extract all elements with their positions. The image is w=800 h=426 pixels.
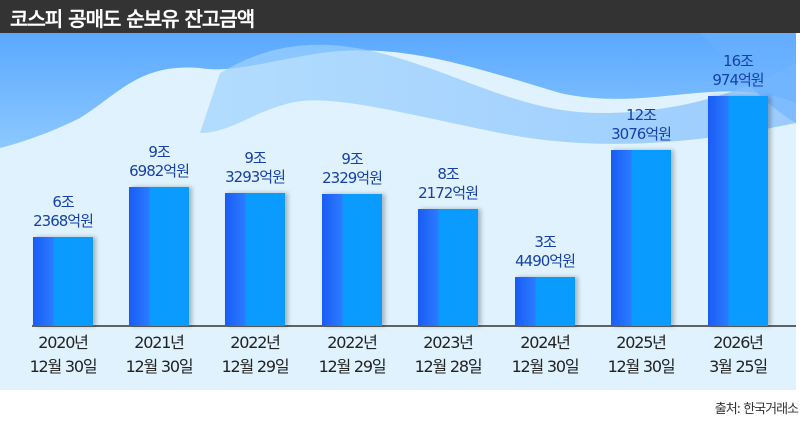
x-tick-line: 12월 30일: [125, 357, 194, 376]
data-label-line: 3293억원: [225, 167, 286, 186]
data-label: 9조 2329억원: [297, 150, 407, 188]
data-label-line: 9조: [148, 143, 170, 162]
bar: [129, 187, 189, 326]
data-label: 16조 974억원: [683, 52, 793, 90]
x-tick-line: 2020년: [38, 333, 89, 352]
x-tick-label: 2022년 12월 29일: [297, 331, 407, 379]
data-label: 6조 2368억원: [8, 193, 118, 231]
x-tick-line: 2026년: [713, 333, 764, 352]
data-label-line: 16조: [723, 52, 754, 70]
data-label-line: 2329억원: [322, 169, 383, 188]
x-tick-line: 12월 29일: [221, 357, 290, 376]
bar: [708, 96, 768, 326]
data-label-line: 2172억원: [418, 183, 479, 202]
data-label-line: 974억원: [712, 71, 764, 89]
x-tick-label: 2025년 12월 30일: [586, 331, 696, 379]
x-tick-label: 2021년 12월 30일: [104, 331, 214, 379]
data-label-line: 2368억원: [33, 211, 94, 230]
data-label-line: 4490억원: [515, 251, 576, 270]
x-tick-line: 12월 30일: [607, 357, 676, 376]
header-bar: 코스피 공매도 순보유 잔고금액: [0, 0, 800, 33]
x-tick-label: 2024년 12월 30일: [490, 331, 600, 379]
bar: [322, 194, 382, 326]
data-label-line: 3조: [534, 232, 556, 251]
x-tick-label: 2020년 12월 30일: [8, 331, 118, 379]
source-note: 출처: 한국거래소: [714, 402, 799, 417]
data-label: 8조 2172억원: [393, 165, 503, 203]
x-tick-line: 3월 25일: [709, 357, 768, 376]
x-tick-line: 2022년: [327, 333, 378, 352]
data-label: 9조 3293억원: [200, 149, 310, 187]
x-tick-line: 12월 29일: [318, 357, 387, 376]
x-tick-label: 2022년 12월 29일: [200, 331, 310, 379]
data-label-line: 9조: [244, 148, 266, 167]
x-tick-line: 2025년: [616, 333, 667, 352]
x-tick-line: 12월 28일: [414, 357, 483, 376]
data-label-line: 9조: [341, 150, 363, 169]
bar: [515, 276, 575, 326]
data-label: 9조 6982억원: [104, 143, 214, 181]
x-tick-line: 12월 30일: [511, 357, 580, 376]
data-label-line: 6조: [52, 192, 74, 211]
data-label-line: 8조: [437, 164, 459, 183]
x-tick-line: 2021년: [134, 333, 185, 352]
chart-area: 6조 2368억원 2020년 12월 30일 9조 6982억원 2021년 12월 30일…: [0, 33, 796, 390]
bar: [611, 150, 671, 326]
page-title: 코스피 공매도 순보유 잔고금액: [10, 7, 255, 31]
bar: [418, 208, 478, 326]
x-tick-label: 2023년 12월 28일: [393, 331, 503, 379]
data-label: 12조 3076억원: [586, 106, 696, 144]
data-label-line: 6982억원: [129, 162, 190, 181]
x-tick-line: 2023년: [423, 333, 474, 352]
data-label: 3조 4490억원: [490, 233, 600, 271]
bar: [33, 236, 93, 326]
data-label-line: 3076억원: [611, 125, 672, 144]
x-tick-line: 12월 30일: [29, 357, 98, 376]
x-tick-label: 2026년 3월 25일: [683, 331, 793, 379]
x-tick-line: 2024년: [520, 333, 571, 352]
x-tick-line: 2022년: [230, 333, 281, 352]
bar: [225, 192, 285, 326]
data-label-line: 12조: [626, 106, 657, 125]
